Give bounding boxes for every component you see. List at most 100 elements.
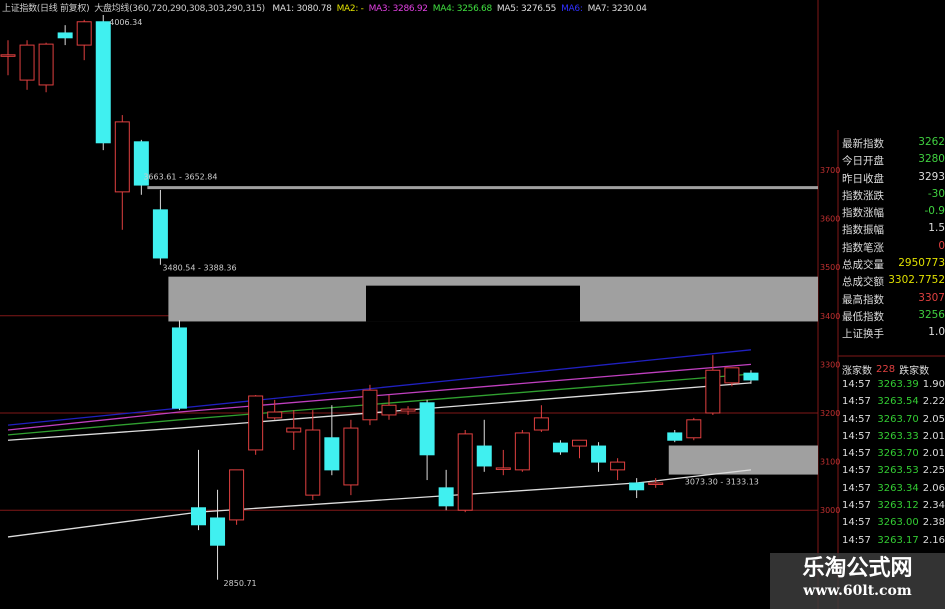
quote-value: 3307 [918,291,945,304]
tick-price: 3263.70 [877,448,919,460]
candle-body [19,44,35,81]
candle-body [305,429,321,496]
indicator-name: 大盘均线(360,720,290,308,303,290,315) [94,4,265,14]
tick-price: 3263.70 [877,413,919,425]
candle-body [229,469,245,521]
y-tick-label: 3100 [820,458,840,467]
tick-price: 3263.33 [877,430,919,442]
candle-body [438,487,454,507]
tick-time: 14:57 [842,448,871,460]
quote-row: 上证换手 1.0 [842,326,945,343]
ma-legend-item: MA1: 3080.78 [272,4,332,14]
quote-value: 3280 [918,153,945,166]
quote-row: 指数振幅 1.5 [842,222,945,239]
gap-zone-label: 3663.61 - 3652.84 [143,173,217,182]
quote-row: 总成交额 3302.7752 [842,274,945,291]
tick-row: 14:57 3263.00 2.38 [842,517,945,534]
quote-row: 指数涨跌 -30 [842,188,945,205]
candle-body [171,327,187,409]
candle-body [248,395,264,451]
tick-volume: 2.06 [922,482,945,494]
tick-volume: 2.16 [922,534,945,546]
tick-list: 涨家数 228 跌家数 14:57 3263.39 1.90 14:57 3263.54… [842,359,945,552]
tick-time: 14:57 [842,482,871,494]
y-tick-label: 3400 [820,312,840,321]
quote-label: 最高指数 [842,293,884,306]
gap-zone-label: 3073.30 - 3133.13 [685,478,759,487]
candle-body [648,482,664,485]
quote-value: 0 [938,239,945,252]
tick-row: 14:57 3263.70 2.01 [842,448,945,465]
quote-label: 总成交量 [842,259,884,272]
tick-row: 14:57 3263.12 2.34 [842,500,945,517]
ma-legend-item: MA7: 3230.04 [587,4,647,14]
candle-body [724,367,740,384]
quote-value: 3256 [918,308,945,321]
gap-zone [668,445,818,475]
tick-time: 14:57 [842,500,871,512]
advancers-label: 涨家数 [842,365,872,377]
candle-body [686,419,702,439]
tick-row: 14:57 3263.33 2.01 [842,431,945,448]
tick-row: 14:57 3263.54 2.22 [842,396,945,413]
gap-zone-label: 3480.54 - 3388.36 [162,264,236,273]
candle-body [362,389,378,421]
tick-time: 14:57 [842,517,871,529]
tick-row: 14:57 3263.70 2.05 [842,414,945,431]
quote-value: 2950773 [898,257,945,270]
quote-label: 最低指数 [842,310,884,323]
candle-body [38,43,54,86]
y-tick-label: 3700 [820,166,840,175]
moving-average-line [7,363,752,431]
candle-body [400,408,416,412]
quote-label: 指数涨幅 [842,207,884,220]
candle-body [419,402,435,456]
y-tick-label: 3200 [820,409,840,418]
candle-body [533,417,549,431]
quote-value: 1.5 [928,222,945,235]
chart-header: 上证指数(日线 前复权) 大盘均线(360,720,290,308,303,290… [2,1,657,14]
tick-row: 14:57 3263.34 2.06 [842,483,945,500]
candle-body [76,21,92,46]
quote-value: 3262 [918,136,945,148]
candle-body [667,432,683,441]
tick-time: 14:57 [842,379,871,390]
tick-volume: 2.25 [922,465,945,477]
candle-body [0,54,16,57]
candle-body [95,21,111,144]
quote-label: 上证换手 [842,328,884,341]
quote-row: 最低指数 3256 [842,309,945,326]
gap-zone-filled [366,285,580,322]
decliners-label: 跌家数 [899,365,930,377]
watermark-name: 乐淘公式网 [802,555,913,581]
quote-row: 总成交量 2950773 [842,257,945,274]
candle-body [514,432,530,471]
price-annotation: 4006.34 [109,18,142,27]
moving-average-line [7,373,752,436]
tick-row: 14:57 3263.39 1.90 [842,379,945,396]
candle-body [552,442,568,453]
quote-value: -0.9 [924,205,945,218]
tick-row: 14:57 3263.53 2.25 [842,465,945,482]
tick-volume: 2.38 [922,517,945,529]
price-annotation: 2850.71 [224,579,257,588]
tick-time: 14:57 [842,465,871,477]
candle-body [286,427,302,433]
quote-label: 最新指数 [842,138,884,150]
tick-price: 3263.12 [877,500,919,512]
candle-body [210,517,226,546]
chart-title: 上证指数(日线 前复权) [2,4,90,14]
y-tick-label: 3500 [820,263,840,272]
candle-body [324,437,340,471]
tick-time: 14:57 [842,534,871,546]
quote-value: 3302.7752 [888,274,945,287]
tick-price: 3263.53 [877,465,919,477]
quote-value: 1.0 [928,326,945,339]
quote-label: 指数笔涨 [842,241,884,254]
tick-price: 3263.17 [877,534,919,546]
candle-body [705,369,721,414]
watermark-url: www.60lt.com [803,583,912,599]
candle-body [381,404,397,416]
quote-value: 3293 [918,170,945,183]
